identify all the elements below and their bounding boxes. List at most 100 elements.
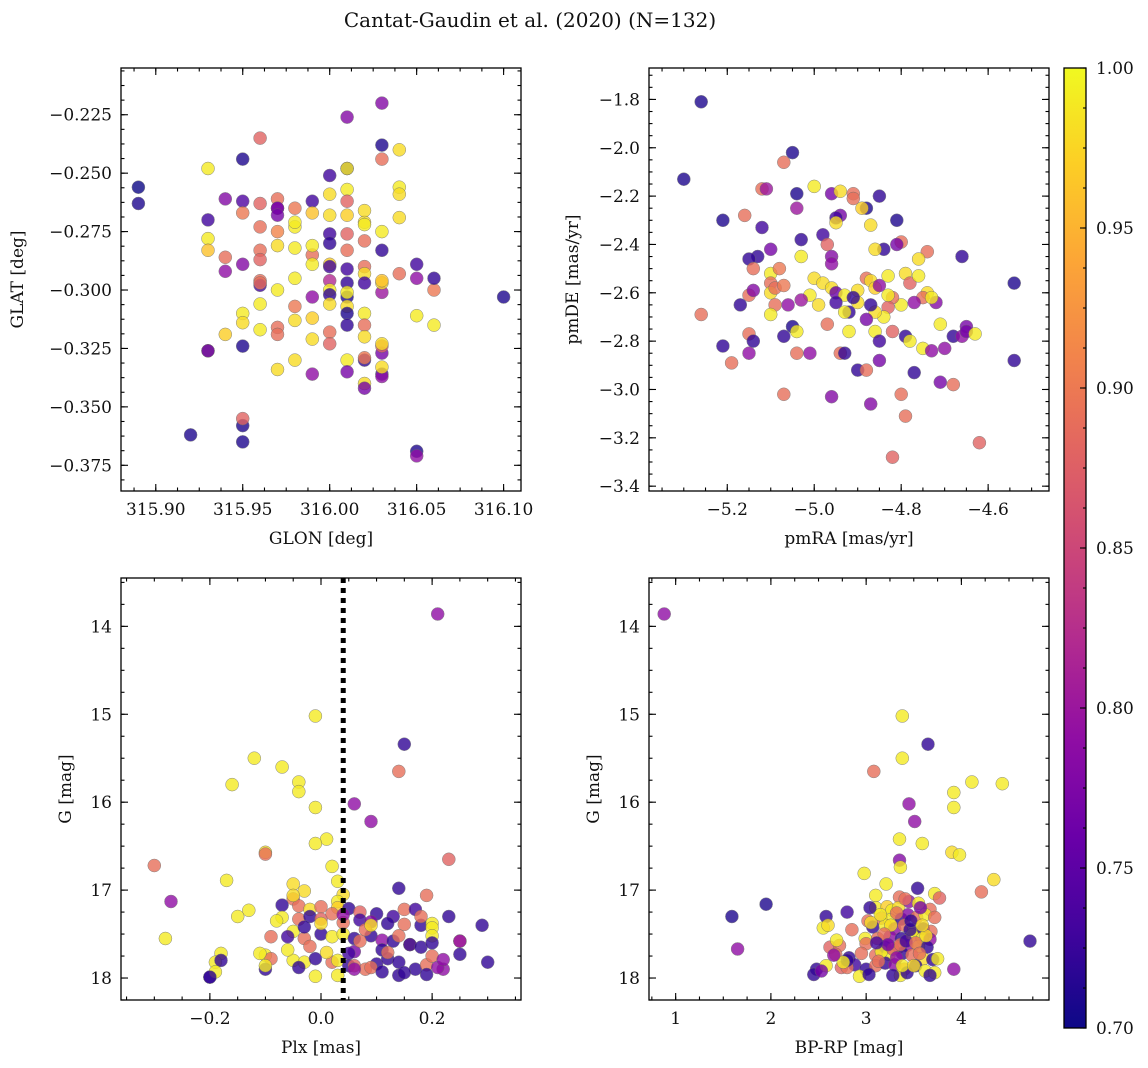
data-point [235,206,250,220]
data-point [924,290,939,305]
data-point [308,836,323,851]
data-point [894,298,908,312]
data-point [325,859,339,874]
data-point [864,915,878,930]
data-point [218,264,233,279]
data-point [910,881,925,896]
data-point [201,243,215,258]
data-point [811,298,826,312]
scatter-points [131,96,511,463]
data-point [305,206,320,220]
data-point [305,367,320,381]
data-point [380,945,395,960]
data-point [288,215,302,229]
data-point [425,936,439,950]
data-point [364,814,378,829]
data-point [322,297,337,311]
data-point [270,327,285,342]
data-point [258,958,273,973]
data-point [871,954,886,969]
data-point [480,955,495,969]
data-point [881,937,895,952]
data-point [270,238,285,253]
data-point [201,213,215,227]
y-axis-label: G [mag] [584,754,604,823]
data-point [203,970,217,984]
data-point [854,946,869,961]
data-point [442,852,456,867]
data-point [325,929,339,944]
data-point [230,909,245,924]
x-tick-label: 1 [670,1009,681,1029]
data-point [895,958,910,973]
data-point [235,435,250,449]
data-point [968,327,982,341]
x-axis-label: Plx [mas] [281,1038,361,1058]
data-point [364,918,378,933]
data-point [275,760,289,774]
data-point [357,203,372,218]
data-point [868,888,883,903]
data-point [357,234,372,248]
colorbar-tick-label: 0.75 [1096,859,1134,879]
data-point [453,934,467,948]
data-point [322,236,337,251]
data-point [305,238,320,253]
data-point [730,942,745,956]
data-point [746,261,761,276]
y-tick-label: −3.4 [599,477,640,497]
data-point [218,327,233,342]
colorbar-tick-label: 0.95 [1096,219,1134,239]
data-point [253,946,267,961]
y-tick-label: −1.8 [599,90,640,110]
data-point [496,290,511,304]
data-point [380,916,395,931]
data-point [158,931,173,946]
data-point [340,208,354,222]
data-point [340,285,354,300]
panel-3: −0.2 0.0 0.2 14 15 16 17 18 Plx [mas] G [mag] [56,577,522,1058]
data-point [895,709,910,723]
data-point [781,298,795,312]
data-point [790,201,804,215]
data-point [270,283,285,297]
data-point [340,353,354,367]
data-point [777,155,791,170]
data-point [292,784,306,799]
data-point [829,215,843,230]
x-tick-label: 0.2 [419,1009,446,1029]
data-point [253,297,267,311]
x-tick-label: 316.05 [387,500,446,520]
data-point [347,962,362,976]
data-point [742,346,756,360]
data-point [1007,353,1021,368]
data-point [308,800,323,815]
data-point [803,346,817,360]
data-point [442,909,456,924]
data-point [995,776,1010,791]
x-tick-label: −4.8 [881,500,922,520]
data-point [305,257,320,272]
data-point [397,737,412,751]
data-point [927,910,942,925]
data-point [392,881,406,896]
data-point [859,363,874,377]
y-tick-label: −2.8 [599,332,640,352]
y-tick-label: −0.350 [49,398,112,418]
y-tick-label: −2.4 [599,235,640,255]
axes-frame [648,577,1050,1001]
data-point [911,269,926,283]
data-point [898,409,913,423]
data-point [694,307,708,322]
data-point [235,339,250,353]
data-point [912,946,927,961]
data-point [937,341,952,356]
data-point [694,95,708,109]
colorbar-tick-label: 1.00 [1096,59,1134,79]
data-point [375,224,389,239]
data-point [716,213,730,228]
data-point [375,965,389,979]
data-point [1007,276,1021,290]
data-point [235,194,250,208]
data-point [340,318,354,332]
